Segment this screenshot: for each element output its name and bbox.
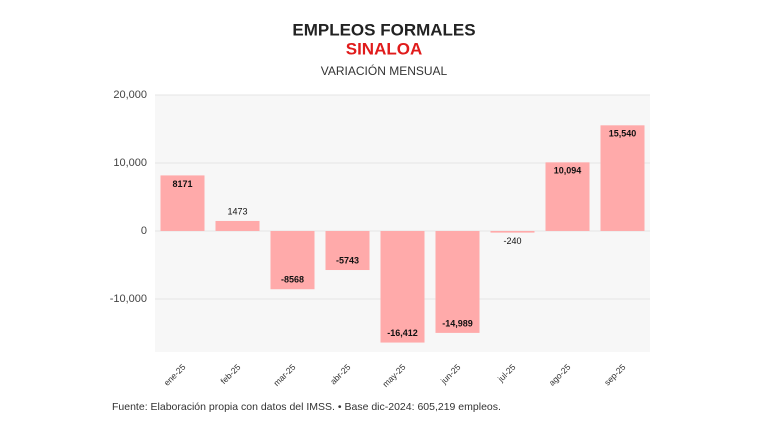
value-label: -14,989 xyxy=(442,318,473,328)
source-note: Fuente: Elaboración propia con datos del… xyxy=(112,401,501,413)
x-tick-label: jun-25 xyxy=(438,362,463,387)
value-label: -240 xyxy=(503,236,521,246)
chart-label: VARIACIÓN MENSUAL xyxy=(321,63,448,78)
y-tick-label: 0 xyxy=(141,225,147,237)
value-label: 10,094 xyxy=(554,166,582,176)
value-label: 1473 xyxy=(227,206,247,216)
x-tick-label: abr-25 xyxy=(328,362,353,387)
bar xyxy=(160,175,205,231)
x-tick-label: may-25 xyxy=(380,362,407,389)
chart-title: EMPLEOS FORMALES xyxy=(292,20,475,39)
x-tick-label: ene-25 xyxy=(162,362,188,388)
value-label: -8568 xyxy=(281,275,304,285)
y-tick-label: 10,000 xyxy=(113,157,147,169)
bar xyxy=(380,230,425,343)
chart-subtitle: SINALOA xyxy=(346,39,423,58)
value-label: -16,412 xyxy=(387,328,418,338)
bar xyxy=(600,125,645,231)
x-tick-label: mar-25 xyxy=(271,362,297,388)
bar xyxy=(270,230,315,290)
y-tick-label: 20,000 xyxy=(113,89,147,101)
bar xyxy=(490,230,535,233)
bar xyxy=(435,230,480,333)
value-label: 8171 xyxy=(172,179,192,189)
bar xyxy=(545,162,590,231)
value-label: -5743 xyxy=(336,255,359,265)
bar xyxy=(325,230,370,271)
value-label: 15,540 xyxy=(609,129,637,139)
x-tick-label: ago-25 xyxy=(547,362,573,388)
bar xyxy=(215,220,260,231)
y-tick-label: -10,000 xyxy=(110,293,147,305)
x-tick-label: feb-25 xyxy=(218,362,242,386)
x-tick-label: sep-25 xyxy=(602,362,628,388)
x-tick-label: jul-25 xyxy=(495,362,518,385)
